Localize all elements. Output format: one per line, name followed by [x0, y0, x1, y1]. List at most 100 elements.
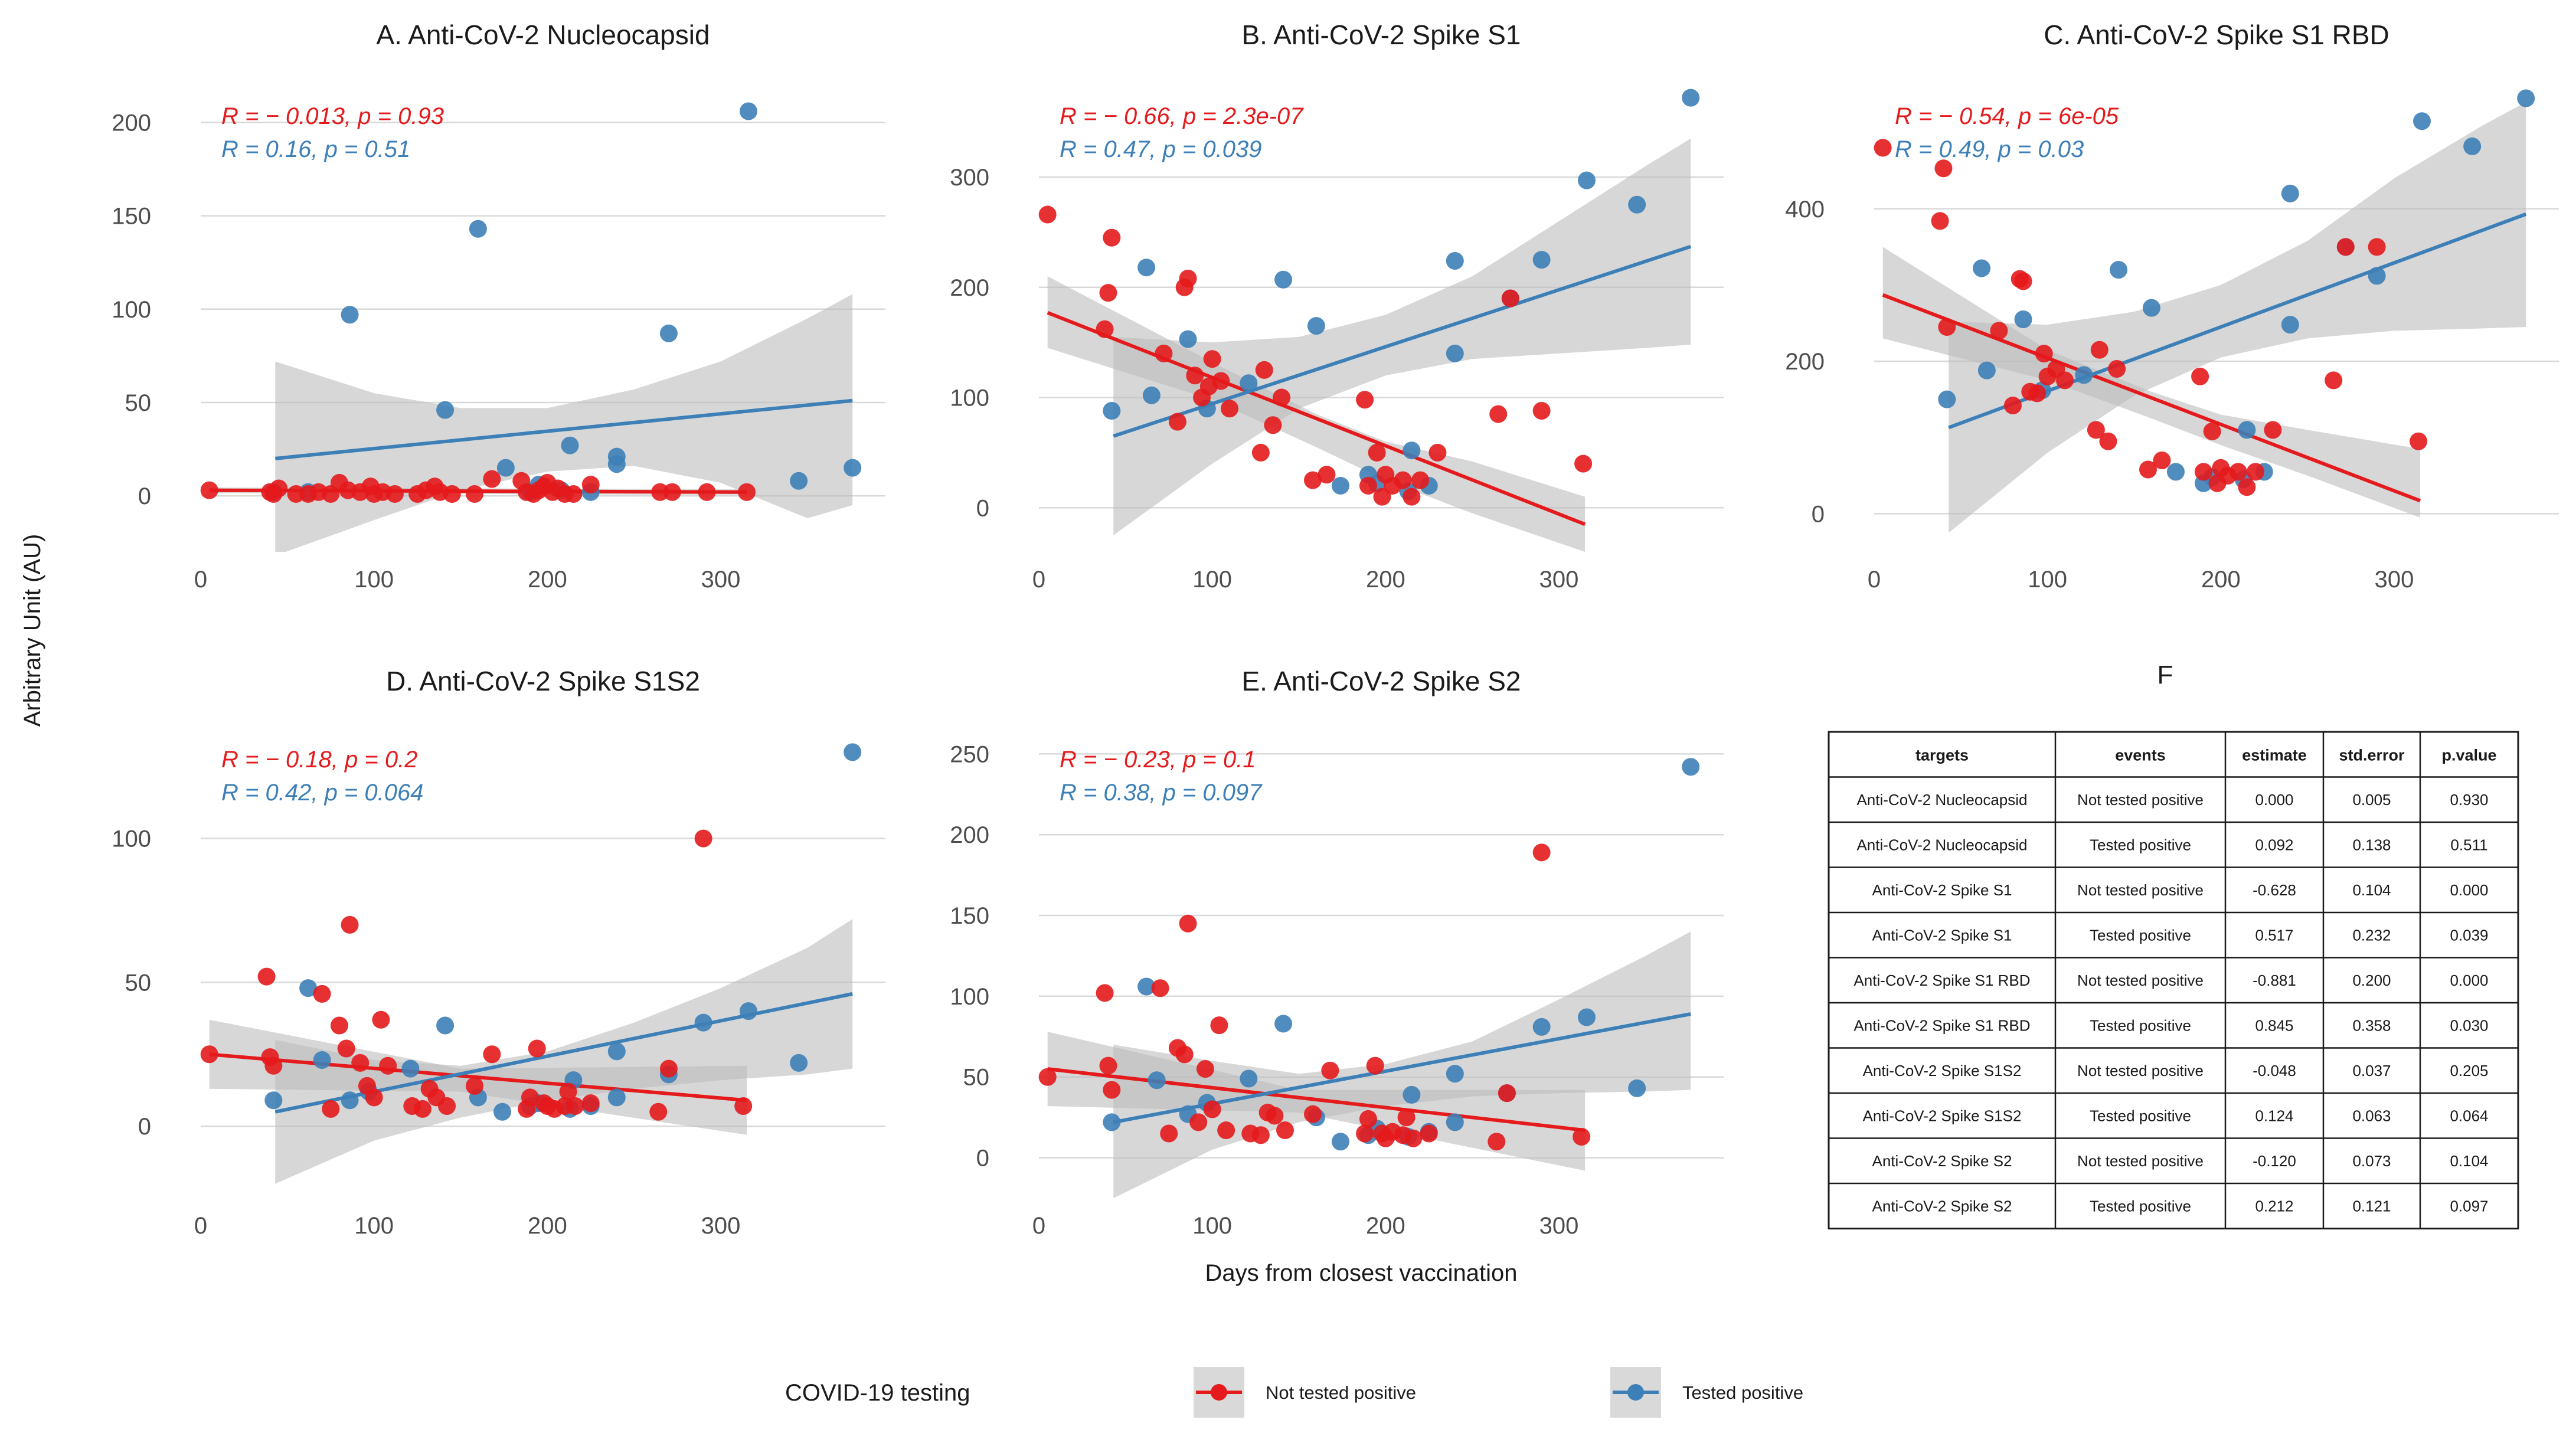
- annotation-p: p = 0.93: [357, 103, 444, 129]
- point-not-tested: [264, 1056, 283, 1075]
- point-tested: [607, 1088, 626, 1107]
- point-not-tested: [1255, 361, 1273, 379]
- point-tested: [1103, 401, 1121, 420]
- point-not-tested: [1359, 476, 1377, 495]
- annotation-p: p = 0.2: [344, 747, 417, 773]
- table-cell: Not tested positive: [2077, 1152, 2204, 1170]
- point-not-tested: [287, 485, 305, 503]
- point-tested: [1578, 1008, 1596, 1026]
- x-tick-label: 100: [354, 1213, 394, 1239]
- point-tested: [493, 1103, 511, 1121]
- point-tested: [659, 324, 678, 342]
- point-tested: [1307, 317, 1325, 335]
- point-not-tested: [1155, 344, 1173, 362]
- table-cell: Tested positive: [2090, 926, 2191, 944]
- point-not-tested: [1874, 139, 1892, 157]
- point-not-tested: [443, 485, 461, 503]
- point-not-tested: [659, 1059, 678, 1078]
- point-not-tested: [528, 1039, 546, 1058]
- point-tested: [2142, 299, 2160, 317]
- point-tested: [1403, 1085, 1421, 1104]
- point-tested: [1446, 1113, 1464, 1131]
- point-not-tested: [559, 1082, 577, 1101]
- point-tested: [1137, 259, 1156, 277]
- point-tested: [1179, 330, 1197, 348]
- table-cell: 0.138: [2352, 836, 2391, 853]
- annotation-not-tested: R = − 0.23, p = 0.1: [1060, 747, 1256, 773]
- table-row: Anti-CoV-2 Spike S2 Not tested positive -0…: [1872, 1152, 2488, 1170]
- legend: COVID-19 testing Not tested positive Tes…: [785, 1367, 1803, 1418]
- point-tested: [607, 455, 626, 473]
- table-cell: -0.048: [2253, 1062, 2296, 1080]
- point-tested: [1973, 259, 1991, 277]
- annotation-p: p = 0.097: [1162, 780, 1263, 806]
- point-not-tested: [1099, 284, 1117, 302]
- table-cell: -0.881: [2253, 971, 2296, 989]
- annotation-r: R = − 0.66,: [1060, 103, 1183, 129]
- point-tested: [2014, 310, 2032, 329]
- y-tick-label: 100: [112, 297, 151, 323]
- annotation-r: R = − 0.013,: [221, 103, 358, 129]
- point-not-tested: [1210, 1016, 1228, 1035]
- point-tested: [1240, 1069, 1258, 1088]
- point-tested: [436, 1016, 455, 1035]
- point-not-tested: [322, 1100, 340, 1118]
- table-cell: 0.000: [2450, 881, 2488, 899]
- panel-title-a: A. Anti-CoV-2 Nucleocapsid: [376, 19, 710, 50]
- table-panel-f: F targets events estimate std.error p.value A…: [1828, 660, 2519, 1229]
- y-tick-label: 50: [963, 1065, 990, 1091]
- table-row: Anti-CoV-2 Spike S2 Tested positive 0.212 0…: [1872, 1197, 2488, 1215]
- x-tick-label: 300: [1539, 567, 1579, 593]
- point-not-tested: [2264, 421, 2282, 439]
- table-cell: 0.005: [2352, 791, 2391, 809]
- y-tick-label: 200: [950, 275, 989, 301]
- y-tick-label: 200: [950, 822, 989, 848]
- table-cell: 0.511: [2450, 836, 2487, 853]
- point-not-tested: [1264, 416, 1282, 434]
- legend-label-tested: Tested positive: [1682, 1382, 1803, 1403]
- point-not-tested: [2028, 384, 2047, 403]
- point-not-tested: [483, 1045, 501, 1064]
- point-not-tested: [372, 1010, 390, 1029]
- legend-dot-not-tested: [1211, 1384, 1227, 1401]
- point-not-tested: [341, 915, 359, 934]
- table-cell: Tested positive: [2090, 1107, 2191, 1124]
- point-not-tested: [581, 476, 600, 494]
- point-not-tested: [1573, 1128, 1591, 1146]
- point-tested: [2110, 261, 2128, 279]
- x-tick-label: 200: [1366, 1213, 1405, 1239]
- x-tick-label: 300: [701, 567, 741, 593]
- legend-item-tested: Tested positive: [1610, 1367, 1803, 1418]
- point-not-tested: [2056, 371, 2074, 390]
- annotation-tested: R = 0.16, p = 0.51: [221, 136, 410, 162]
- point-tested: [1142, 386, 1160, 404]
- ci-ribbon-not-tested: [1047, 276, 1586, 552]
- table-cell: 0.030: [2450, 1016, 2488, 1034]
- point-tested: [2463, 137, 2482, 155]
- point-not-tested: [581, 1094, 600, 1113]
- legend-title: COVID-19 testing: [785, 1380, 970, 1406]
- point-not-tested: [1990, 322, 2008, 340]
- point-not-tested: [1251, 1126, 1270, 1144]
- table-cell: -0.628: [2253, 881, 2296, 899]
- point-not-tested: [438, 1097, 456, 1115]
- point-tested: [1446, 1065, 1464, 1083]
- point-not-tested: [200, 481, 218, 499]
- point-tested: [299, 979, 318, 997]
- annotation-r: R = 0.38,: [1060, 780, 1163, 806]
- table-cell: 0.092: [2255, 836, 2293, 853]
- table-cell: 0.205: [2450, 1062, 2488, 1080]
- table-cell: Tested positive: [2090, 1197, 2191, 1215]
- fit-line-not-tested: [1047, 1067, 1586, 1133]
- point-not-tested: [1356, 1124, 1374, 1143]
- annotation-tested: R = 0.38, p = 0.097: [1060, 780, 1263, 806]
- point-tested: [1240, 374, 1258, 392]
- point-not-tested: [1096, 984, 1114, 1002]
- point-not-tested: [1096, 320, 1114, 338]
- table-cell: 0.212: [2255, 1197, 2293, 1215]
- point-not-tested: [1099, 1056, 1117, 1075]
- point-not-tested: [1304, 1105, 1322, 1123]
- y-tick-label: 0: [138, 483, 151, 509]
- point-tested: [1446, 344, 1464, 362]
- point-not-tested: [1368, 443, 1386, 462]
